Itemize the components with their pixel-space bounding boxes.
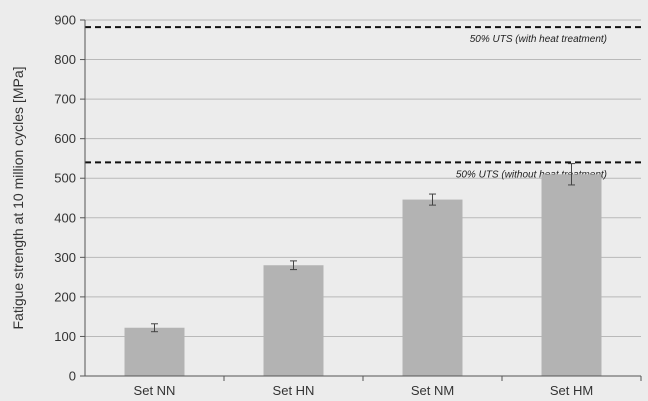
reference-line-label: 50% UTS (without heat treatment)	[456, 169, 607, 180]
bar	[541, 174, 602, 376]
bar	[124, 327, 185, 376]
x-tick-label: Set NN	[134, 383, 176, 398]
x-tick-label: Set NM	[411, 383, 454, 398]
bar	[263, 265, 324, 376]
x-tick-label: Set HN	[273, 383, 315, 398]
y-tick-label: 200	[54, 289, 76, 304]
y-tick-label: 600	[54, 131, 76, 146]
y-tick-label: 900	[54, 13, 76, 28]
y-tick-label: 800	[54, 52, 76, 67]
y-tick-label: 500	[54, 171, 76, 186]
y-tick-label: 700	[54, 92, 76, 107]
reference-line-label: 50% UTS (with heat treatment)	[470, 34, 607, 45]
y-tick-label: 300	[54, 250, 76, 265]
x-tick-label: Set HM	[550, 383, 593, 398]
reference-lines: 50% UTS (with heat treatment) 50% UTS (wi…	[85, 26, 641, 180]
y-tick-label: 100	[54, 329, 76, 344]
x-axis-ticks: Set NN Set HN Set NM Set HM	[134, 376, 642, 398]
bar	[402, 199, 463, 376]
y-axis-ticks: 0 100 200 300 400 500 600 700 800 900	[54, 13, 85, 384]
gridlines	[85, 19, 641, 337]
y-axis-label: Fatigue strength at 10 million cycles [M…	[10, 66, 26, 329]
y-tick-label: 0	[69, 369, 76, 384]
y-tick-label: 400	[54, 210, 76, 225]
bars	[124, 163, 602, 376]
